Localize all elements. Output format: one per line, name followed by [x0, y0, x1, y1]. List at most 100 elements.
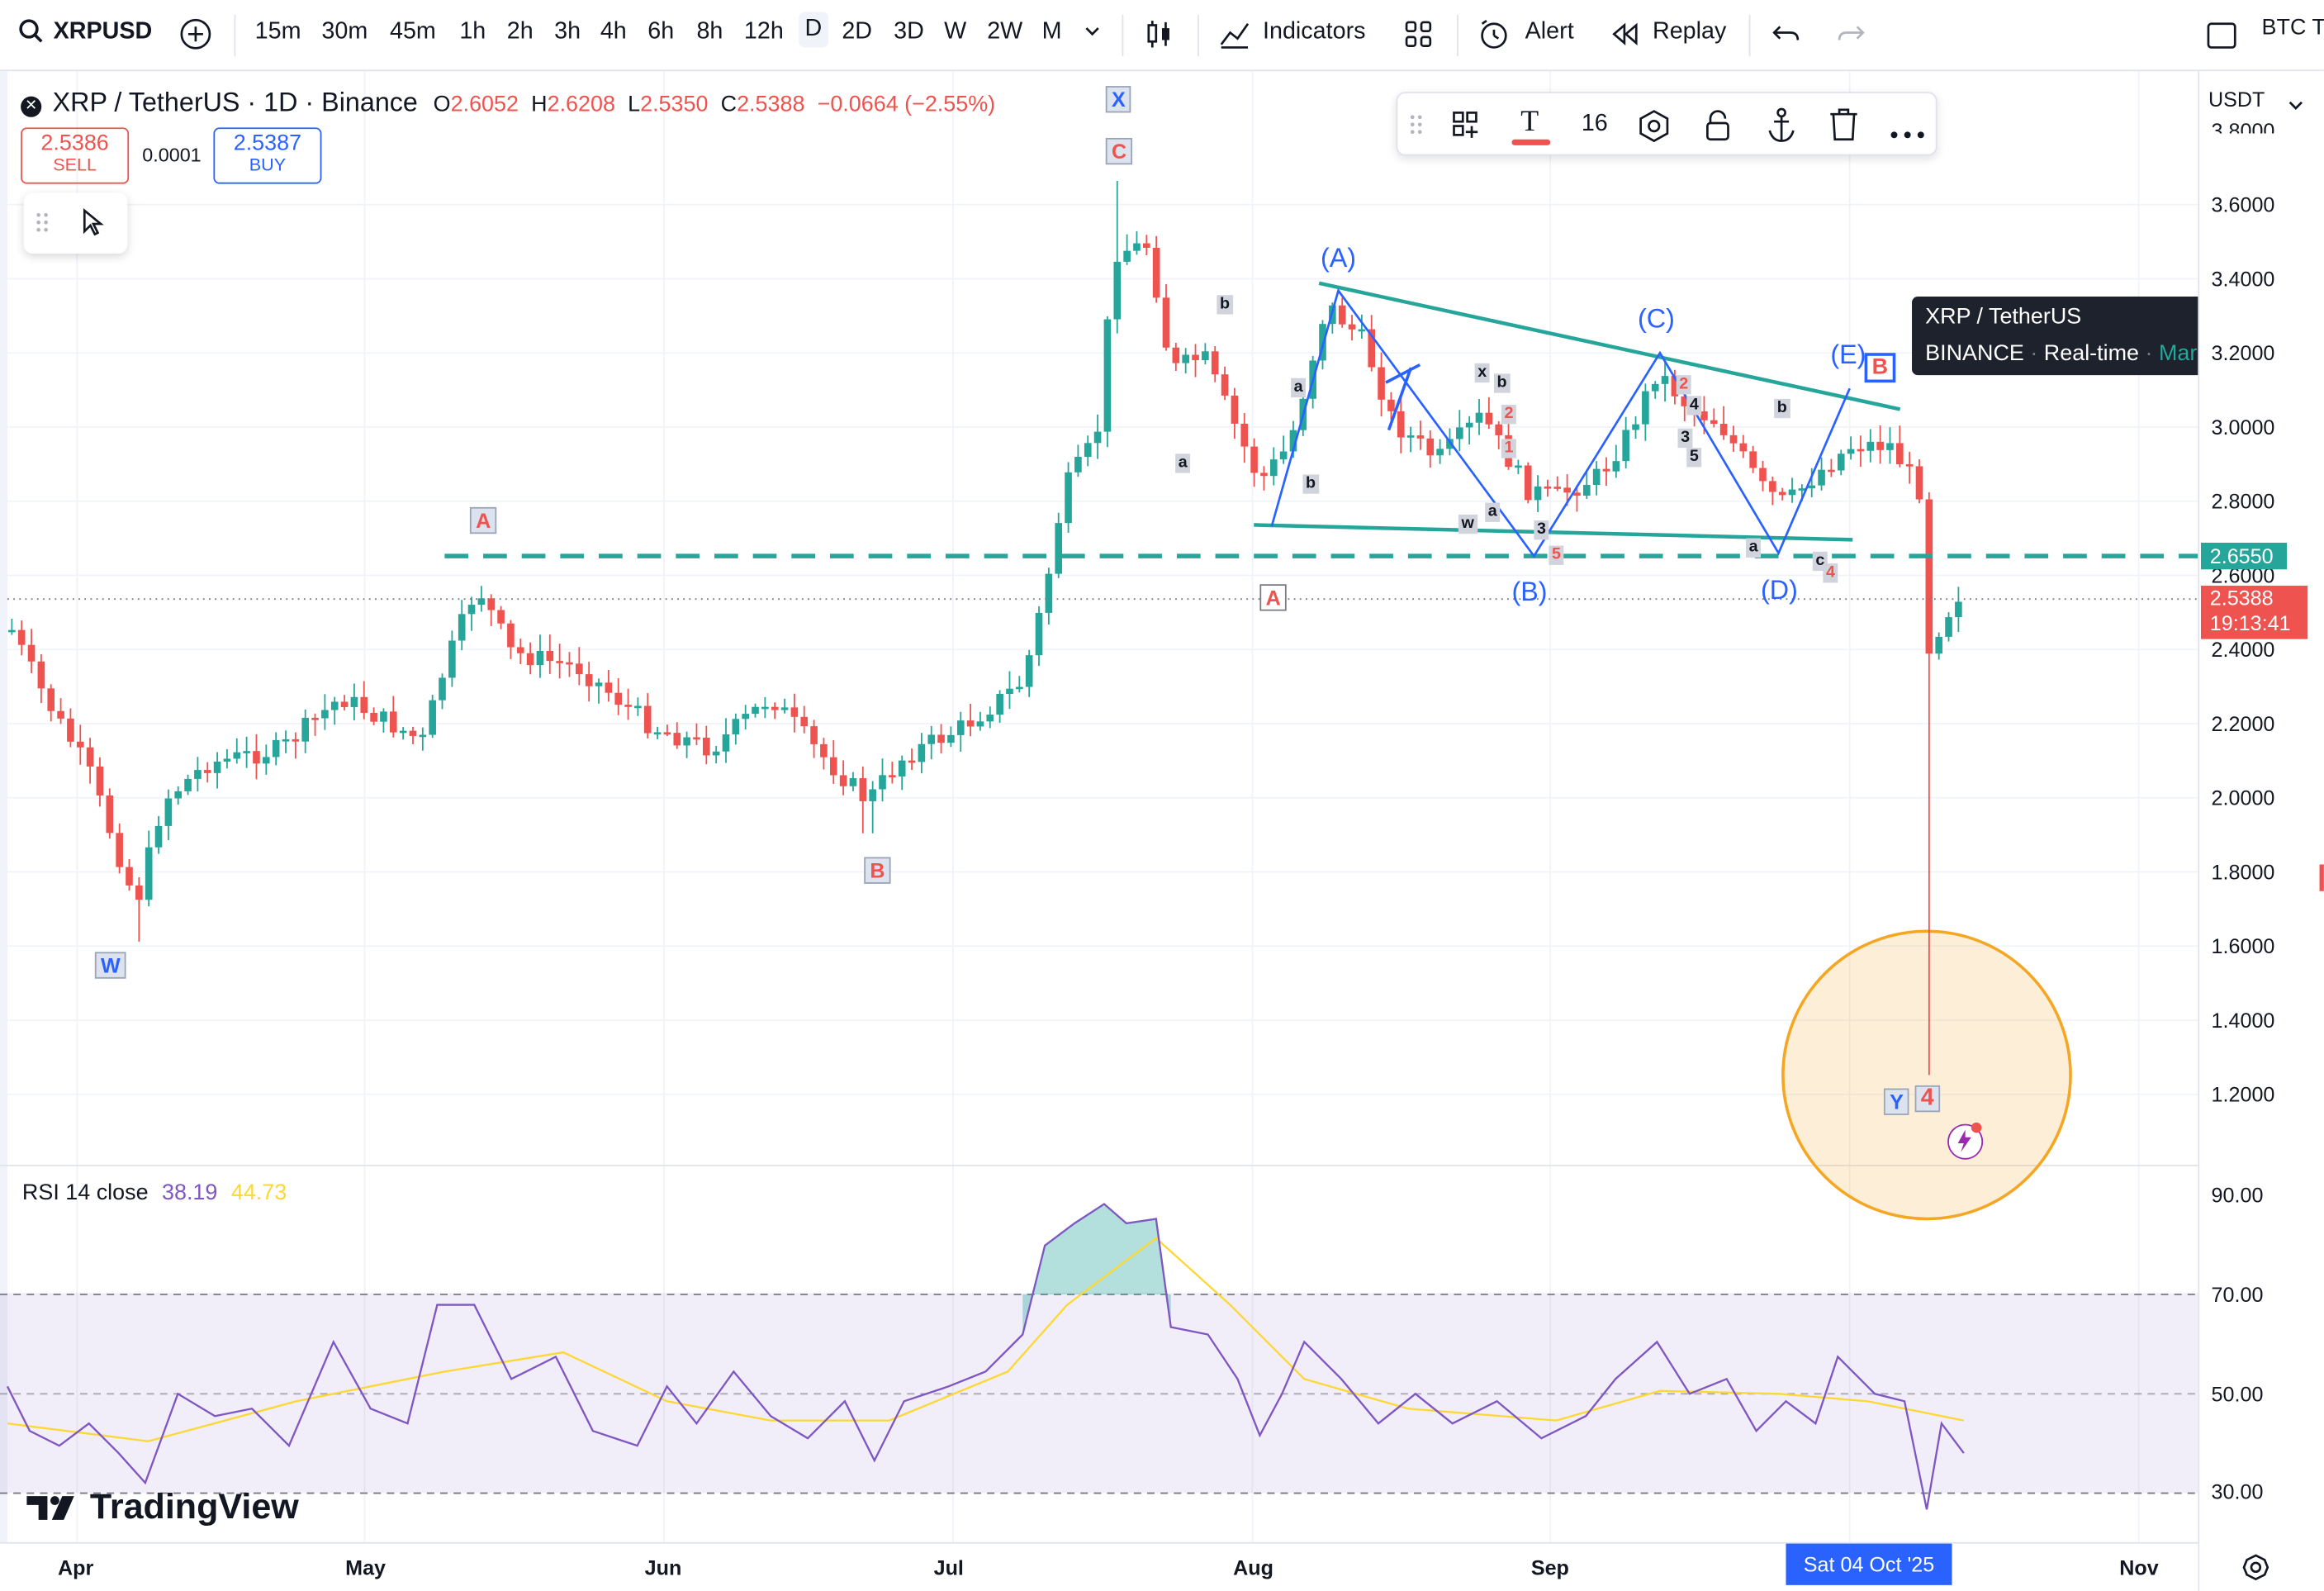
wave-sublabel[interactable]: 1 — [1501, 439, 1517, 458]
timeframe-2d[interactable]: 2D — [842, 19, 873, 45]
wave-sublabel[interactable]: w — [1458, 514, 1477, 534]
wave-sublabel[interactable]: 3 — [1534, 520, 1549, 540]
timeframe-30m[interactable]: 30m — [321, 19, 368, 45]
candle-body — [174, 791, 183, 799]
wave-sublabel[interactable]: 2 — [1501, 405, 1517, 425]
timeframe-2h[interactable]: 2h — [506, 19, 534, 45]
candle-body — [1808, 485, 1816, 489]
trash-icon[interactable] — [1828, 107, 1860, 150]
drag-handle-icon[interactable] — [36, 211, 50, 242]
chevron-down-icon[interactable] — [2288, 93, 2303, 120]
candle-body — [1045, 573, 1053, 613]
wave-sublabel[interactable]: 5 — [1686, 448, 1702, 468]
wave-sublabel[interactable]: 3 — [1677, 428, 1693, 449]
timeframe-4h[interactable]: 4h — [600, 19, 627, 45]
candle-body — [1886, 443, 1894, 450]
timeframe-3d[interactable]: 3D — [894, 19, 924, 45]
wave-sublabel[interactable]: 2 — [1676, 375, 1691, 395]
wave-label-c[interactable]: C — [1105, 137, 1133, 165]
candle-body — [1700, 411, 1708, 420]
candle-body — [1828, 469, 1835, 473]
timeframe-8h[interactable]: 8h — [696, 19, 723, 45]
wave-sublabel[interactable]: a — [1485, 502, 1501, 522]
lock-icon[interactable] — [1703, 108, 1733, 151]
wave-sublabel[interactable]: x — [1474, 363, 1490, 383]
candle-body — [1925, 499, 1933, 654]
currency-select[interactable]: USDT — [2208, 87, 2265, 112]
font-size-value[interactable]: 16 — [1581, 111, 1608, 137]
add-symbol-icon[interactable] — [179, 18, 211, 58]
wave-sublabel[interactable]: a — [1175, 454, 1191, 473]
chevron-down-icon[interactable] — [1084, 21, 1102, 47]
template-grid-icon[interactable] — [1451, 110, 1483, 147]
lightning-icon[interactable] — [1947, 1122, 1984, 1160]
wave-label-y[interactable]: Y — [1883, 1088, 1910, 1115]
candle-body — [1544, 486, 1552, 489]
timeframe-1d[interactable]: D — [799, 12, 828, 48]
price-axis[interactable]: USDT — [2198, 71, 2324, 1591]
window-icon[interactable] — [2205, 21, 2237, 58]
indicators-icon[interactable] — [1218, 18, 1250, 58]
wave-sublabel[interactable]: b — [1302, 474, 1319, 494]
timeframe-6h[interactable]: 6h — [647, 19, 675, 45]
timeframe-12h[interactable]: 12h — [743, 19, 784, 45]
wave-sublabel[interactable]: b — [1774, 398, 1790, 419]
candle-type-icon[interactable] — [1143, 18, 1175, 58]
alert-clock-icon[interactable] — [1477, 18, 1510, 58]
timeframe-w[interactable]: W — [944, 19, 967, 45]
search-icon[interactable] — [18, 18, 45, 52]
wave-label-pc[interactable]: (C) — [1638, 303, 1675, 334]
wave-sublabel[interactable]: b — [1217, 295, 1233, 315]
timeframe-2w[interactable]: 2W — [987, 19, 1023, 45]
indicators-button[interactable]: Indicators — [1262, 19, 1366, 45]
alert-button[interactable]: Alert — [1525, 19, 1574, 45]
wave-label-a[interactable]: A — [469, 506, 497, 534]
candle-body — [614, 692, 623, 705]
wave-sublabel[interactable]: 5 — [1549, 545, 1564, 565]
timeframe-15m[interactable]: 15m — [254, 19, 301, 45]
candle-body — [1113, 261, 1122, 320]
wave-sublabel[interactable]: 4 — [1686, 396, 1702, 416]
symbol-search[interactable]: XRPUSD — [53, 19, 153, 45]
wave-label-pe[interactable]: (E) — [1830, 340, 1866, 369]
more-icon[interactable] — [1890, 120, 1925, 146]
layout-grid-icon[interactable] — [1403, 19, 1433, 56]
timeframe-45m[interactable]: 45m — [389, 19, 436, 45]
cursor-arrow-icon[interactable] — [80, 207, 107, 245]
candle-body — [947, 734, 955, 743]
candle-body — [566, 662, 573, 665]
wave-label-b[interactable]: B — [864, 857, 891, 884]
drag-handle-icon[interactable] — [1410, 112, 1425, 144]
timeframe-3h[interactable]: 3h — [554, 19, 581, 45]
hexagon-settings-icon[interactable] — [1636, 108, 1672, 151]
settings-gear-icon[interactable] — [2241, 1552, 2270, 1589]
candle-body — [546, 650, 554, 662]
tradingview-logo[interactable]: TradingView — [26, 1487, 299, 1533]
candle-body — [1524, 465, 1532, 501]
chart-canvas[interactable] — [0, 71, 2198, 1554]
wave-label-pb[interactable]: (B) — [1511, 577, 1548, 607]
timeframe-m[interactable]: M — [1041, 19, 1062, 45]
wave-sublabel[interactable]: a — [1746, 538, 1762, 558]
buy-button[interactable]: 2.5387 BUY — [213, 127, 322, 184]
redo-icon[interactable] — [1835, 21, 1865, 55]
legend-l-label: L — [628, 92, 641, 117]
wave-label-x[interactable]: X — [1105, 86, 1131, 113]
wave-label-a2[interactable]: A — [1259, 584, 1287, 611]
wave-label-pd[interactable]: (D) — [1760, 575, 1798, 606]
wave-label-4[interactable]: 4 — [1914, 1085, 1940, 1113]
wave-label-b2[interactable]: B — [1864, 353, 1896, 383]
replay-icon[interactable] — [1611, 19, 1641, 56]
undo-icon[interactable] — [1772, 21, 1802, 55]
text-color-icon[interactable]: T — [1511, 102, 1552, 154]
wave-sublabel[interactable]: 4 — [1823, 563, 1838, 583]
replay-button[interactable]: Replay — [1652, 19, 1727, 45]
sell-button[interactable]: 2.5386 SELL — [21, 127, 130, 184]
wave-sublabel[interactable]: b — [1493, 373, 1511, 393]
wave-label-pa[interactable]: (A) — [1320, 243, 1357, 273]
wave-label-w[interactable]: W — [94, 952, 126, 979]
anchor-icon[interactable] — [1765, 107, 1797, 153]
wave-sublabel[interactable]: a — [1291, 378, 1307, 398]
timeframe-1h[interactable]: 1h — [459, 19, 486, 45]
tooltip-realtime: Real-time — [2043, 340, 2140, 367]
